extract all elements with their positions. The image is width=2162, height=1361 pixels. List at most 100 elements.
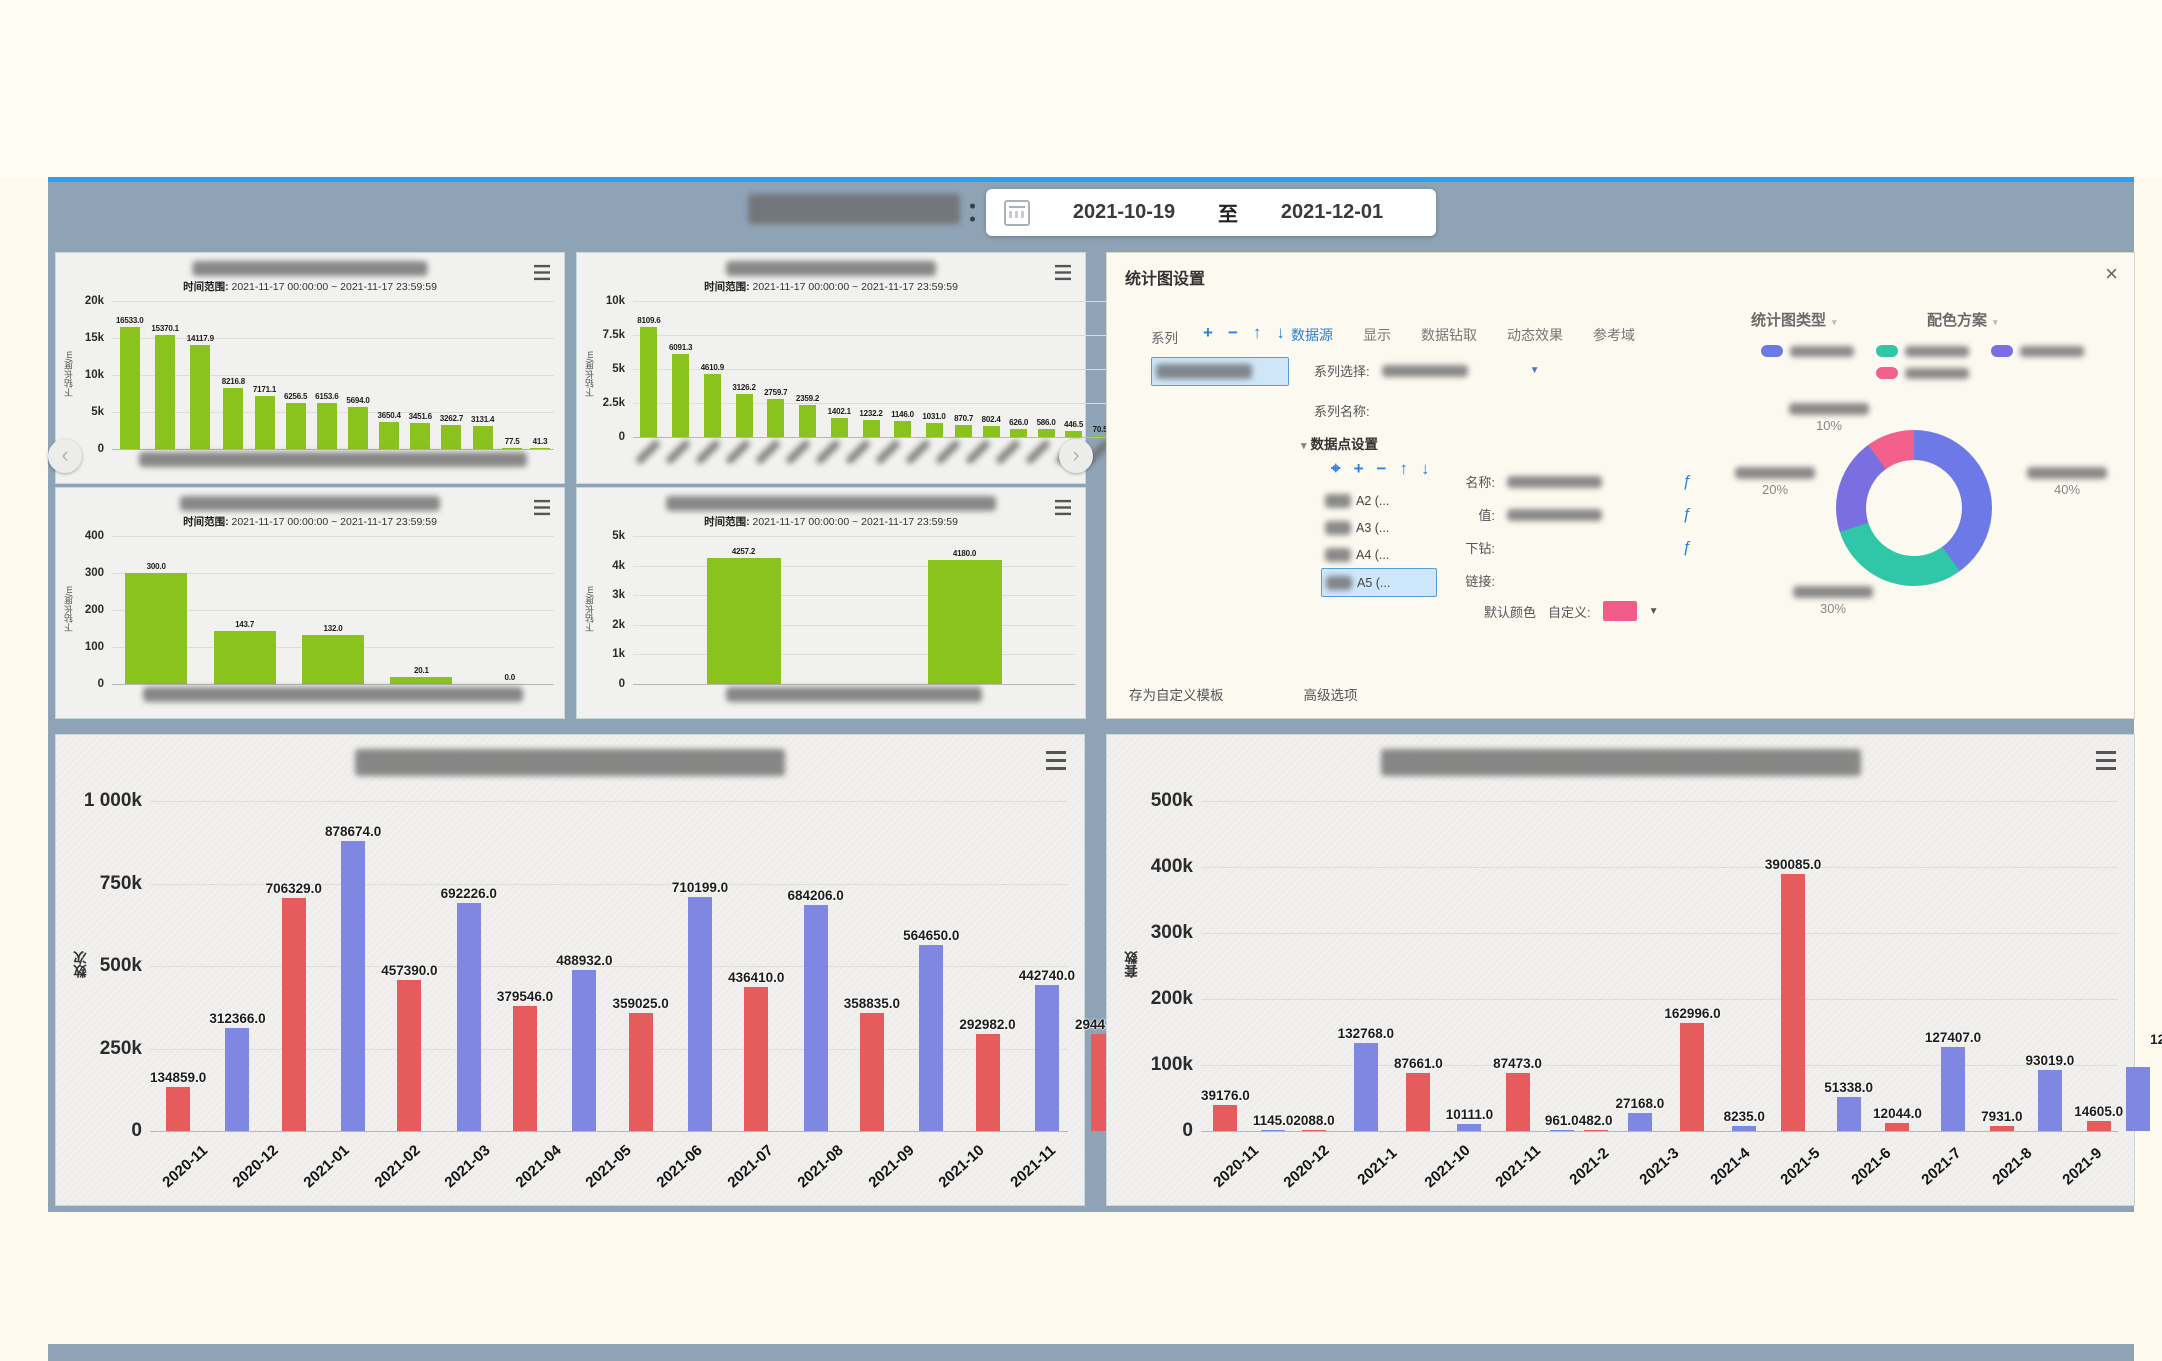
date-start[interactable]: 2021-10-19 (1072, 201, 1176, 223)
datapoint-item[interactable]: A4 (... (1321, 541, 1437, 568)
datapoint-section-header[interactable]: ▾ 数据点设置 (1301, 437, 1379, 452)
chevron-down-icon[interactable]: ▾ (1993, 317, 1998, 327)
carousel-next-icon[interactable]: › (1059, 439, 1093, 473)
x-axis-label-censored (994, 438, 1022, 466)
series-name-censored (1156, 364, 1252, 379)
datapoint-list: A2 (... A3 (... A4 (... A5 (... (1321, 487, 1437, 597)
bar-value-label: 134859.0 (150, 1069, 207, 1085)
bar-value-label: 961.0 (1544, 1113, 1579, 1128)
toolbar-icon[interactable]: + (1353, 459, 1364, 478)
x-axis-label: 2021-4 (1706, 1144, 1754, 1189)
x-axis-label: 2021-11 (1492, 1142, 1545, 1191)
chart-menu-icon[interactable] (1055, 264, 1071, 281)
toolbar-icon[interactable]: ↓ (1420, 459, 1430, 478)
settings-tab[interactable]: 数据钻取 (1421, 327, 1477, 343)
bar (1781, 873, 1806, 1131)
toolbar-icon[interactable]: ⌖ (1331, 459, 1341, 478)
bar (441, 424, 462, 449)
chart-menu-icon[interactable] (1055, 499, 1071, 516)
x-axis-label-censored (784, 438, 812, 466)
toolbar-icon[interactable]: − (1376, 459, 1387, 478)
fx-icon[interactable]: ƒ (1682, 538, 1691, 556)
chart-subtitle: 时间范围: 2021-11-17 00:00:00 ~ 2021-11-17 2… (183, 281, 437, 293)
bar (894, 421, 911, 437)
settings-tab[interactable]: 参考域 (1593, 327, 1635, 343)
bar (529, 448, 550, 449)
bar-value-label: 70.5 (1092, 425, 1108, 434)
bar-value-label: 626.0 (1009, 417, 1029, 427)
datapoint-item[interactable]: A5 (... (1321, 568, 1437, 597)
toolbar-icon[interactable]: ↑ (1252, 323, 1262, 342)
bar-value-label: 8235.0 (1723, 1108, 1765, 1124)
bar-value-label: 77.5 (504, 437, 520, 446)
series-select-label: 系列选择: (1314, 364, 1370, 379)
settings-tabs: 数据源 显示 数据钻取 动态效果 参考域 (1291, 325, 1635, 345)
legend-item[interactable] (1875, 345, 1969, 357)
bar-value-label: 162996.0 (1664, 1006, 1721, 1022)
settings-tab[interactable]: 数据源 (1291, 327, 1333, 343)
save-template-link[interactable]: 存为自定义模板 (1129, 688, 1224, 703)
legend-item[interactable] (1760, 345, 1854, 357)
bar-value-label: 358835.0 (843, 995, 901, 1011)
toolbar-icon[interactable]: ↑ (1399, 459, 1408, 478)
y-axis-title: 套数 (1125, 951, 1140, 979)
bar-value-label: 0.0 (504, 673, 516, 682)
bar-value-label: 488932.0 (556, 952, 613, 968)
color-swatch[interactable] (1602, 601, 1637, 621)
datapoint-item[interactable]: A2 (... (1321, 487, 1437, 514)
settings-tab[interactable]: 动态效果 (1507, 327, 1563, 343)
bar (281, 897, 306, 1131)
x-axis-label: 2021-9 (2059, 1144, 2106, 1189)
fx-icon[interactable]: ƒ (1682, 505, 1691, 523)
dialog-title: 统计图设置 (1125, 271, 1206, 288)
mini-chart-card-2: 时间范围: 2021-11-17 00:00:00 ~ 2021-11-17 2… (576, 252, 1113, 484)
bar-value-label: 802.4 (981, 415, 1001, 425)
datapoint-item[interactable]: A3 (... (1321, 514, 1437, 541)
y-axis-title: 下钻长度/m (585, 350, 595, 397)
bar-value-label: 7171.1 (252, 384, 277, 394)
chevron-down-icon[interactable]: ▾ (1832, 317, 1837, 327)
series-select-value-censored[interactable] (1381, 364, 1468, 377)
bar-value-label: 870.7 (954, 414, 974, 424)
chevron-down-icon[interactable]: ▼ (1529, 365, 1540, 376)
bar (1010, 428, 1028, 437)
x-axis-label: 2021-02 (370, 1141, 424, 1192)
x-axis-label: 2021-07 (724, 1141, 777, 1192)
chevron-down-icon[interactable]: ▼ (1648, 605, 1659, 617)
field-value-censored[interactable] (1507, 475, 1602, 488)
advanced-options-link[interactable]: 高级选项 (1303, 688, 1358, 703)
toolbar-icon[interactable]: ↓ (1276, 323, 1285, 342)
bar-value-label: 878674.0 (324, 824, 382, 840)
close-icon[interactable]: × (2105, 261, 2118, 286)
legend-item[interactable] (1875, 367, 1969, 379)
series-list-selected-item[interactable] (1151, 357, 1289, 386)
settings-tab[interactable]: 显示 (1363, 327, 1391, 343)
chart-preview-area: 统计图类型 ▾ 配色方案 ▾ 40% 30% 20% 10% (1727, 303, 2126, 703)
bar-value-label: 20.1 (413, 665, 429, 675)
bar-value-label: 14117.9 (186, 333, 214, 343)
mini-bar-chart-2: 10k 7.5k 5k 2.5k 0 8109.6 6091.3 4610.9 3126.2 27… (585, 295, 1113, 479)
x-axis-label: 2021-8 (1989, 1144, 2036, 1189)
date-end[interactable]: 2021-12-01 (1280, 201, 1384, 223)
x-axis-label: 2021-11 (1006, 1142, 1059, 1191)
carousel-prev-icon[interactable]: ‹ (48, 439, 82, 473)
bar (397, 980, 422, 1131)
toolbar-icon[interactable]: + (1203, 323, 1213, 342)
date-range-picker[interactable]: 2021-10-19 至 2021-12-01 (986, 189, 1436, 236)
date-separator: 至 (1218, 204, 1238, 226)
bar (706, 558, 781, 684)
bar (982, 426, 1000, 437)
toolbar-icon[interactable]: − (1227, 323, 1238, 342)
chart-menu-icon[interactable] (2096, 751, 2116, 770)
chart-menu-icon[interactable] (534, 499, 550, 516)
chart-menu-icon[interactable] (534, 264, 550, 281)
big-chart-card-right: 500k 400k 300k 200k 100k 0 39176.0 1145.0 2088.0… (1106, 734, 2162, 1206)
legend-item[interactable] (1990, 345, 2084, 357)
field-value-censored[interactable] (1507, 508, 1602, 521)
bar-value-label: 292982.0 (959, 1017, 1016, 1033)
chart-menu-icon[interactable] (1046, 751, 1066, 770)
bar-value-label: 8216.8 (221, 377, 245, 387)
chart-title-censored (726, 261, 936, 276)
mini-bar-chart-3: 400 300 200 100 0 300.0 143.7 132.0 20.1 0.0 下钻长度/… (64, 530, 554, 714)
fx-icon[interactable]: ƒ (1682, 472, 1691, 490)
